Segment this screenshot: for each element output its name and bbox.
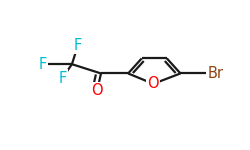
Text: O: O (148, 76, 159, 91)
Text: O: O (91, 83, 103, 98)
Text: F: F (58, 70, 66, 86)
Text: Br: Br (208, 66, 224, 81)
Text: F: F (39, 57, 47, 72)
Text: F: F (74, 38, 82, 53)
